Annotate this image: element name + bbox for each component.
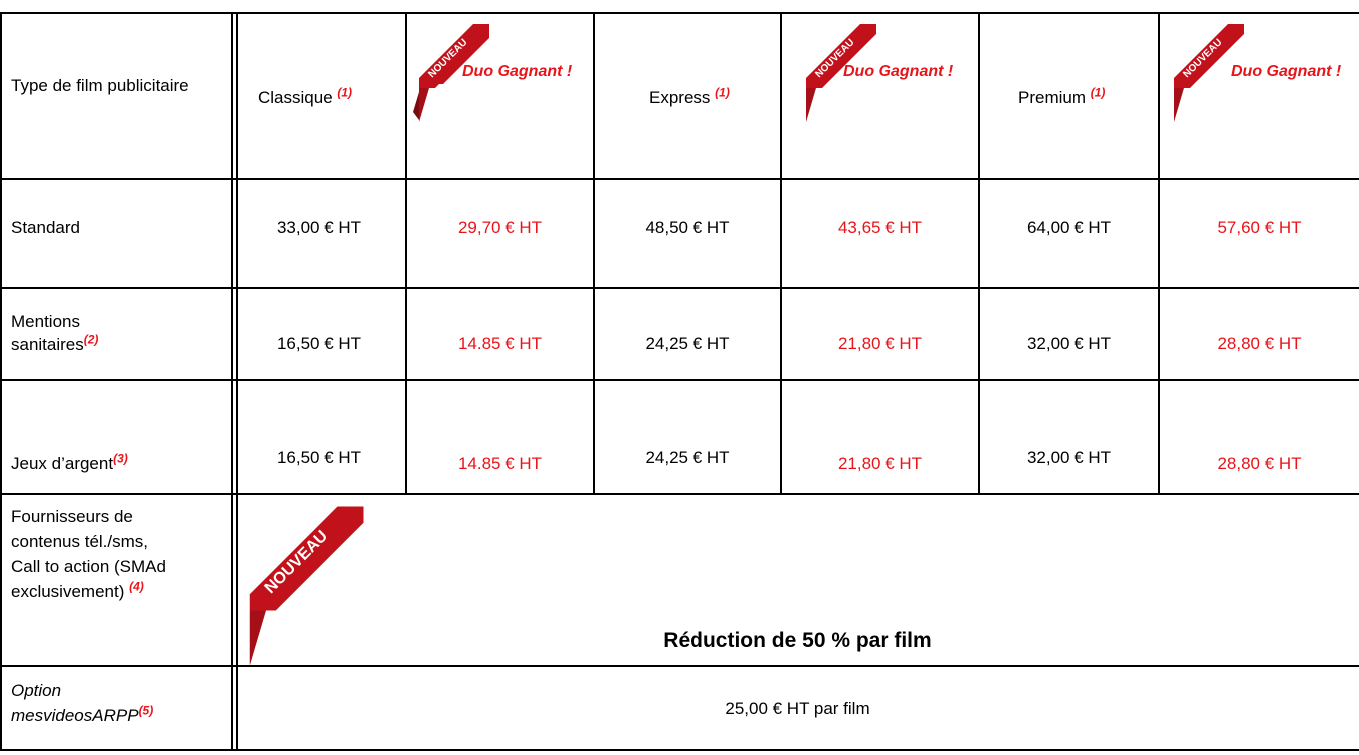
duo-gagnant-label: Duo Gagnant ! <box>462 63 573 80</box>
price-cell: 16,50 € HT <box>276 334 362 353</box>
column-header-premium: Premium (1) <box>1018 85 1106 107</box>
nouveau-ribbon-icon: NOUVEAU <box>413 24 489 122</box>
price-cell-duo: 29,70 € HT <box>457 218 543 237</box>
footnote-marker: (3) <box>113 451 128 466</box>
footnote-marker: (1) <box>715 85 730 100</box>
column-divider <box>231 12 238 751</box>
row-divider <box>0 178 1359 180</box>
duo-gagnant-label: Duo Gagnant ! <box>843 63 954 80</box>
price-cell: 32,00 € HT <box>1026 334 1112 353</box>
column-header-classique: Classique (1) <box>258 85 353 107</box>
row-label-jeux-dargent: Jeux d’argent(3) <box>11 451 128 473</box>
price-cell-duo: 21,80 € HT <box>837 334 923 353</box>
row-label-standard: Standard <box>11 218 80 237</box>
price-cell: 24,25 € HT <box>645 448 730 467</box>
row-label-fournisseurs: Fournisseurs de contenus tél./sms, Call … <box>11 507 166 601</box>
footnote-marker: (4) <box>129 579 144 594</box>
footnote-marker: (2) <box>83 332 99 347</box>
column-divider <box>1158 12 1160 495</box>
duo-gagnant-label: Duo Gagnant ! <box>1231 63 1342 80</box>
footnote-marker: (1) <box>1090 85 1106 100</box>
column-divider <box>405 12 407 495</box>
row-divider <box>0 493 1359 495</box>
price-cell-duo: 14.85 € HT <box>457 454 543 473</box>
type-header-label: Type de film publicitaire <box>11 76 189 95</box>
table-border-left <box>0 12 2 751</box>
price-cell: 33,00 € HT <box>276 218 362 237</box>
price-cell-duo: 43,65 € HT <box>837 218 923 237</box>
row-divider <box>0 287 1359 289</box>
reduction-text: Réduction de 50 % par film <box>663 629 932 652</box>
table-border-bottom <box>0 749 1359 751</box>
price-cell-duo: 28,80 € HT <box>1217 454 1302 473</box>
price-cell-duo: 14.85 € HT <box>457 334 543 353</box>
price-cell: 32,00 € HT <box>1026 448 1112 467</box>
row-divider <box>0 665 1359 667</box>
row-divider <box>0 379 1359 381</box>
table-border-top <box>0 12 1359 14</box>
column-header-express: Express (1) <box>649 85 730 107</box>
column-divider <box>978 12 980 495</box>
price-cell: 24,25 € HT <box>645 334 730 353</box>
row-label-mentions-sanitaires: Mentions sanitaires(2) <box>11 312 99 354</box>
price-cell: 48,50 € HT <box>645 218 730 237</box>
price-cell-duo: 28,80 € HT <box>1217 334 1302 353</box>
price-cell: 16,50 € HT <box>276 448 362 467</box>
column-divider <box>593 12 595 495</box>
nouveau-ribbon-icon: NOUVEAU <box>1174 24 1244 122</box>
column-divider <box>780 12 782 495</box>
footnote-marker: (5) <box>138 703 154 718</box>
nouveau-ribbon-icon: NOUVEAU <box>249 506 364 666</box>
price-cell-duo: 21,80 € HT <box>837 454 923 473</box>
footnote-marker: (1) <box>337 85 353 100</box>
price-cell: 64,00 € HT <box>1026 218 1112 237</box>
nouveau-ribbon-icon: NOUVEAU <box>806 24 876 122</box>
option-price: 25,00 € HT par film <box>725 699 870 718</box>
row-label-option: Option mesvideosARPP(5) <box>11 681 154 725</box>
price-cell-duo: 57,60 € HT <box>1217 218 1302 237</box>
